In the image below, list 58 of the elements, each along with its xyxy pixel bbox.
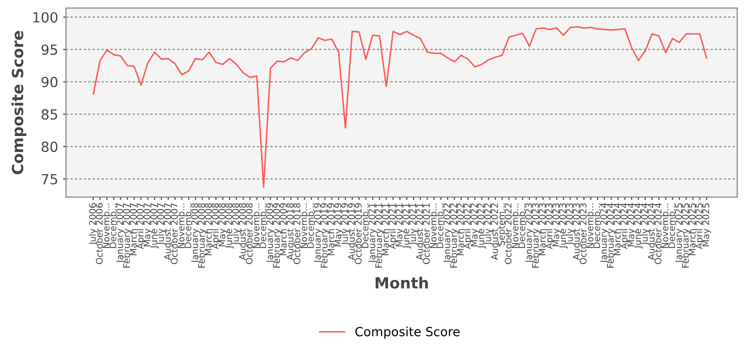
x-tick-label: May 2024 [627,203,636,246]
x-tick-label: October 2006 [96,203,103,264]
x-tick-label: March 2023 [538,203,546,256]
x-tick-label: Novemb... [430,204,437,248]
x-tick-label: Novemb... [177,204,184,248]
x-tick-label: April 2021 [388,203,398,250]
x-tick-label: March 2008 [204,203,212,256]
x-tick-label: Decemb... [668,204,676,248]
y-tick-label: 100 [33,12,58,23]
y-tick-label: 80 [42,142,58,152]
x-tick-label: Decemb... [593,204,600,248]
x-tick-label: Novemb... [252,204,260,248]
x-tick-label: March 2025 [688,203,696,256]
y-tick-label: 85 [42,109,58,120]
x-tick-label: October 2019 [354,203,362,264]
y-tick-label: 95 [42,44,58,55]
x-tick-label: Decemb... [184,204,192,248]
x-tick-label: June 2022 [477,204,486,249]
y-tick-label: 90 [42,76,58,88]
x-tick-label: Decemb... [259,204,266,248]
x-tick-label: October 2023 [580,203,587,264]
x-tick-label: Novemb... [586,204,594,248]
y-axis-title: Composite Score [12,30,26,174]
x-axis-title: Month [376,276,428,289]
x-tick-label: March 2019 [327,203,334,256]
x-tick-label: March 2007 [130,203,137,256]
x-tick-label: June 2008 [225,203,234,249]
x-tick-label: Decemb... [109,204,116,248]
x-tick-label: July 2021 [409,203,418,246]
x-tick-label: January 2007 [116,203,125,264]
x-tick-label: May 2019 [334,203,343,246]
x-tick-label: March 2022 [456,204,464,256]
x-tick-label: October 2007 [170,203,178,264]
x-tick-label: Decemb... [518,204,526,248]
x-tick-label: August 2024 [648,203,656,260]
x-tick-label: Decemb... [306,204,314,248]
x-tick-label: October 2024 [654,203,662,264]
x-tick-label: October 2008 [246,203,253,264]
x-tick-label: April 2022 [464,204,472,250]
x-tick-label: March 2009 [280,203,287,256]
y-tick-label: 75 [42,174,58,184]
x-tick-label: Decemb... [361,204,368,248]
x-tick-label: Novemb... [102,204,110,248]
x-tick-label: March 2021 [382,203,389,256]
x-tick-label: March 2024 [614,203,621,256]
x-tick-label: Novemb... [511,204,518,248]
x-tick-label: January 2022 [443,204,452,264]
x-tick-label: Decemb... [436,204,444,248]
x-tick-label: June 2007 [150,203,159,249]
x-tick-label: Novemb... [661,204,668,248]
legend-label: Composite Score [355,326,460,339]
x-tick-label: Novemb... [300,204,308,248]
x-tick-label: October 2021 [422,203,430,264]
line-series [92,26,708,188]
x-tick-label: October 2022 [504,204,512,264]
x-tick-label: May 2025 [702,203,711,246]
x-tick-label: October 2018 [293,203,300,264]
x-tick-label: August 2023 [572,203,582,260]
